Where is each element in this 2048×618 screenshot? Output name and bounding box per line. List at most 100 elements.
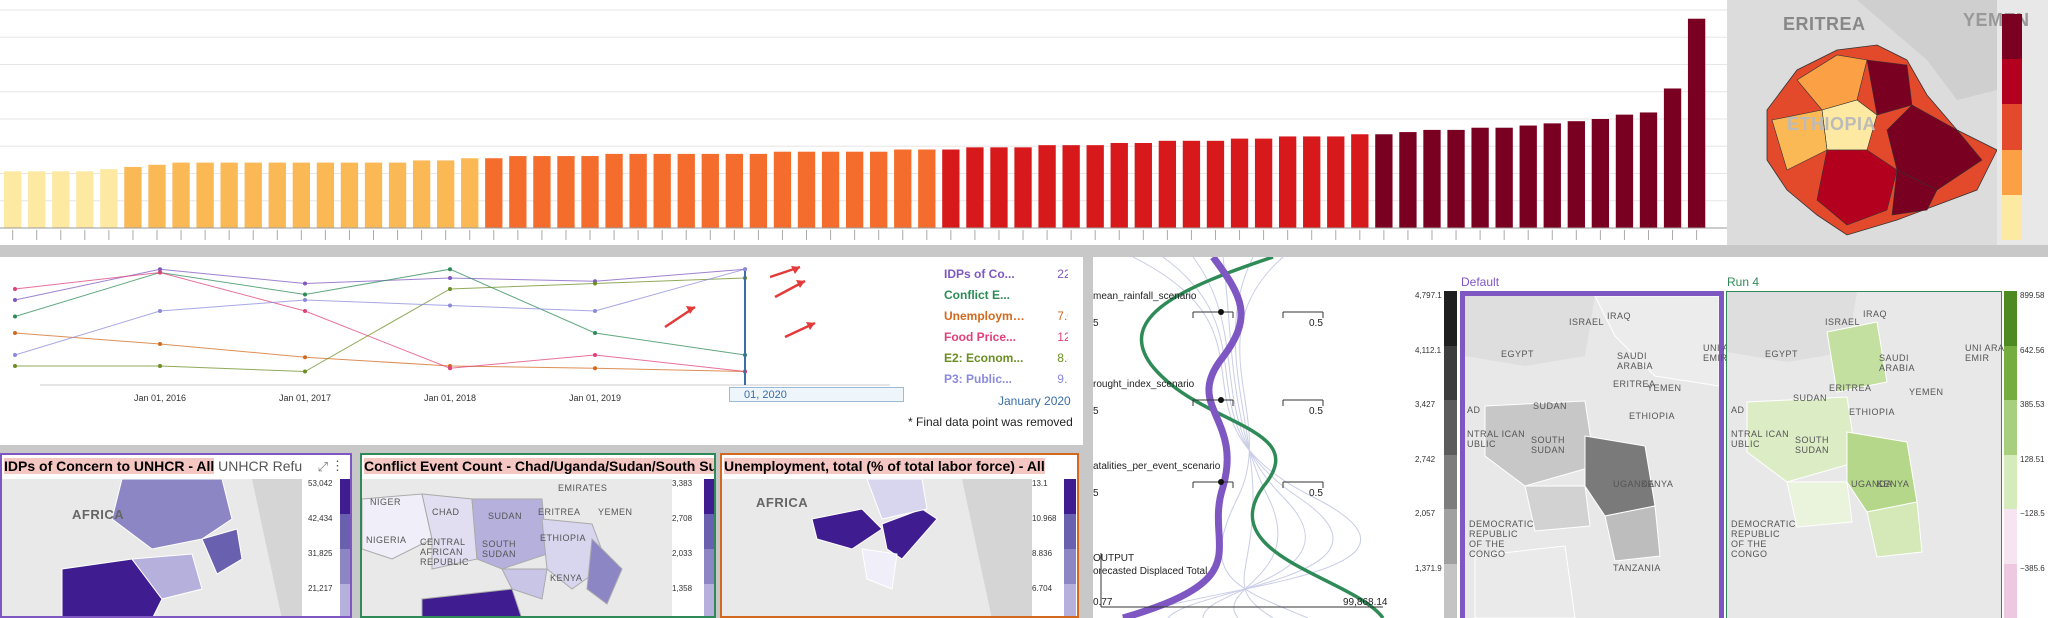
bar[interactable] [1327,136,1345,228]
bar[interactable] [1543,123,1561,228]
card-map[interactable] [722,479,1032,618]
series-point[interactable] [303,298,307,302]
series-point[interactable] [13,353,17,357]
bar[interactable] [1615,114,1634,228]
series-point[interactable] [448,287,452,291]
bar[interactable] [316,162,335,228]
bar[interactable] [1639,112,1658,228]
bar[interactable] [653,153,671,228]
ethiopia-map[interactable] [1727,0,1997,245]
bar[interactable] [990,147,1008,228]
bar[interactable] [1062,145,1080,228]
bar[interactable] [1567,121,1585,228]
bar[interactable] [172,162,190,228]
default-map[interactable] [1465,296,1719,618]
run-map[interactable] [1727,292,2001,618]
bar[interactable] [1663,88,1682,228]
bar[interactable] [388,162,407,228]
series-point[interactable] [448,267,452,272]
bar[interactable] [821,151,840,228]
series-point[interactable] [13,314,17,319]
bar[interactable] [52,171,70,228]
cursor-label-box[interactable]: 01, 2020 [729,387,904,402]
series-point[interactable] [448,276,452,280]
bar[interactable] [437,160,455,228]
bar[interactable] [412,160,431,228]
bar[interactable] [1182,140,1201,228]
bar[interactable] [918,149,936,228]
series-point[interactable] [303,309,307,313]
bar[interactable] [1134,142,1152,228]
series-point[interactable] [593,281,597,286]
bar[interactable] [364,162,383,228]
series-point[interactable] [448,366,452,371]
bar[interactable] [196,162,214,228]
pcp-default-line[interactable] [1122,257,1245,618]
map-card-conflict[interactable]: Conflict Event Count - Chad/Uganda/Sudan… [360,453,716,618]
bar[interactable] [268,162,286,228]
series-point[interactable] [303,292,307,297]
bar[interactable] [220,162,238,228]
series-point[interactable] [158,267,162,272]
bar[interactable] [797,151,816,228]
bar[interactable] [1495,127,1513,228]
bar[interactable] [966,147,984,228]
card-map[interactable] [2,479,302,618]
series-point[interactable] [303,281,307,286]
series-point[interactable] [13,331,17,335]
series-point[interactable] [593,331,597,335]
bar[interactable] [749,153,768,228]
timeseries-chart[interactable]: Jan 01, 2016 Jan 01, 2017 Jan 01, 2018 Jan … [0,257,920,407]
bar[interactable] [292,162,310,228]
bar[interactable] [1110,142,1128,228]
bar[interactable] [1423,129,1441,228]
series-point[interactable] [158,342,162,346]
bar[interactable] [1591,119,1610,228]
bar[interactable] [148,164,166,228]
bar[interactable] [677,153,695,228]
bar[interactable] [942,149,960,228]
expand-icon[interactable]: ⤢ [317,459,328,474]
bar[interactable] [100,169,118,228]
series-point[interactable] [13,298,17,302]
bar[interactable] [1303,136,1321,228]
bar[interactable] [1519,125,1537,228]
bar[interactable] [1447,129,1465,228]
series-line[interactable] [14,332,746,372]
bar[interactable] [725,153,744,228]
bar[interactable] [1254,138,1273,228]
map-card-unemployment[interactable]: Unemployment, total (% of total labor fo… [720,453,1079,618]
bar[interactable] [1351,134,1369,228]
card-map[interactable] [362,479,672,618]
series-line[interactable] [14,268,746,301]
bar[interactable] [461,158,479,228]
series-point[interactable] [158,270,162,275]
bar[interactable] [533,156,551,228]
bar[interactable] [773,151,792,228]
series-point[interactable] [593,366,597,371]
bar[interactable] [1399,132,1417,228]
series-point[interactable] [13,287,17,291]
bar[interactable] [1687,18,1706,228]
bar[interactable] [629,153,647,228]
series-point[interactable] [593,353,597,357]
bar[interactable] [124,166,142,228]
bar[interactable] [1038,145,1056,228]
series-line[interactable] [14,268,746,356]
run-map-frame[interactable] [1726,291,2002,618]
bar[interactable] [1014,147,1032,228]
bar[interactable] [244,162,262,228]
bar[interactable] [1086,145,1104,228]
series-point[interactable] [448,303,452,308]
series-point[interactable] [303,355,307,360]
series-point[interactable] [303,369,307,374]
bar[interactable] [605,153,623,228]
bar[interactable] [894,149,912,228]
bar[interactable] [581,156,599,228]
bar[interactable] [701,153,719,228]
series-line[interactable] [14,271,746,372]
bar[interactable] [1230,138,1249,228]
bar[interactable] [1206,140,1225,228]
series-line[interactable] [15,277,746,373]
bar[interactable] [485,158,503,228]
